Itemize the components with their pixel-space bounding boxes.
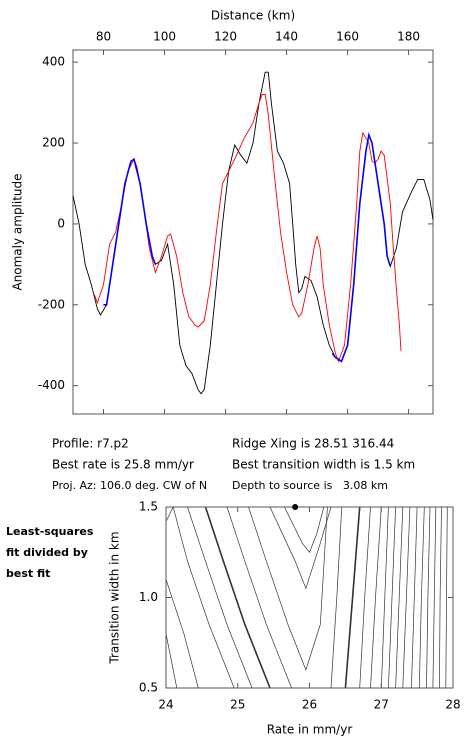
contour-line [426, 506, 431, 689]
contour-line [439, 506, 442, 689]
contour-line [165, 506, 174, 522]
contour-line [380, 506, 389, 689]
contour-line [359, 506, 371, 689]
y-tick-label: 200 [42, 136, 65, 150]
x-tick-label: 140 [275, 30, 298, 44]
contour-line [165, 579, 199, 689]
data-line [103, 131, 392, 363]
contour-line [402, 506, 411, 689]
x-tick-label: 25 [230, 698, 245, 712]
contour-line [388, 506, 396, 689]
x-tick-label: 120 [214, 30, 237, 44]
y-tick-label: 400 [42, 55, 65, 69]
y-tick-label: -200 [38, 297, 65, 311]
contour-line [344, 506, 361, 689]
annotation: Best rate is 25.8 mm/yr [52, 458, 194, 472]
x-tick-label: 160 [336, 30, 359, 44]
side-note: fit divided by [6, 546, 88, 559]
y-tick-label: -400 [38, 378, 65, 392]
annotation: Profile: r7.p2 [52, 437, 129, 451]
x-tick-label: 80 [96, 30, 111, 44]
x-tick-label: 24 [158, 698, 173, 712]
contour-line [172, 506, 235, 689]
y-axis-title: Transition width in km [108, 531, 122, 664]
x-tick-label: 26 [302, 698, 317, 712]
y-tick-label: 1.5 [139, 500, 158, 514]
contour-line [370, 506, 382, 689]
y-axis-title: Anomaly amplitude [11, 173, 25, 290]
plot-frame [72, 49, 434, 415]
y-tick-label: 1.0 [139, 590, 158, 604]
contour-line [418, 506, 425, 689]
y-tick-label: 0.5 [139, 681, 158, 695]
annotation: Best transition width is 1.5 km [232, 458, 415, 472]
x-axis-title: Rate in mm/yr [267, 723, 353, 737]
x-tick-label: 27 [374, 698, 389, 712]
side-note: best fit [6, 567, 50, 580]
best-fit-point [292, 504, 299, 510]
contour-line [165, 633, 178, 689]
contour-line [284, 506, 325, 553]
contour-line [204, 506, 271, 689]
contour-line [187, 506, 253, 689]
contour-line [445, 506, 448, 689]
contour-line [432, 506, 437, 689]
x-tick-label: 100 [153, 30, 176, 44]
side-note: Least-squares [6, 525, 94, 538]
annotation: Depth to source is 3.08 km [232, 479, 388, 492]
contour-line [411, 506, 418, 689]
x-axis-title: Distance (km) [211, 9, 295, 23]
annotation: Proj. Az: 106.0 deg. CW of N [52, 479, 207, 492]
x-tick-label: 180 [397, 30, 420, 44]
contour-line [269, 506, 332, 590]
contour-line [226, 506, 292, 689]
contour-line [248, 506, 328, 671]
x-tick-label: 28 [445, 698, 460, 712]
contour-line [330, 506, 343, 689]
y-tick-label: 0 [57, 216, 65, 230]
annotation: Ridge Xing is 28.51 316.44 [232, 437, 394, 451]
contour-line [395, 506, 404, 689]
